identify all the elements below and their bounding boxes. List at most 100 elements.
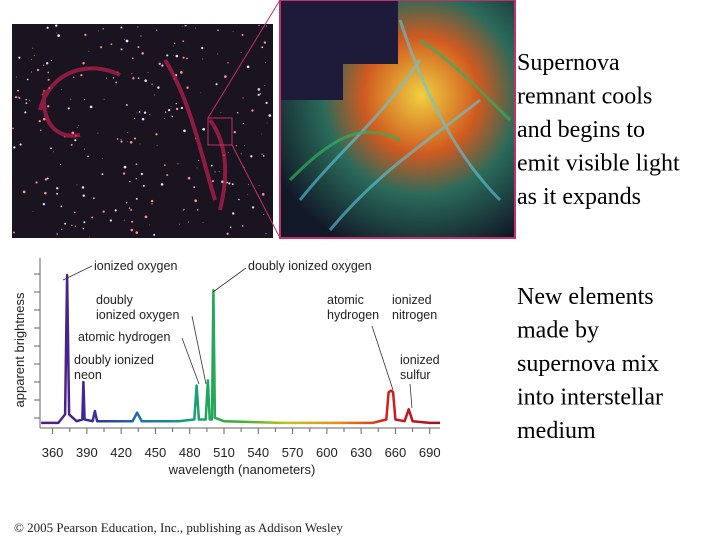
star [266, 122, 268, 124]
text-line: emit visible light [517, 151, 680, 177]
star [149, 113, 151, 115]
star [140, 172, 144, 176]
star [155, 29, 158, 31]
star [173, 54, 174, 56]
star [60, 89, 62, 90]
star [154, 94, 156, 96]
star [227, 152, 229, 153]
annotation: atomic hydrogen [78, 330, 170, 344]
spectrum-line [41, 273, 440, 425]
star [30, 71, 32, 73]
star [47, 78, 50, 81]
star [139, 143, 141, 145]
star [261, 193, 265, 196]
star [80, 74, 83, 77]
star [16, 76, 17, 78]
star [36, 68, 40, 72]
star [226, 232, 229, 235]
star [202, 58, 204, 60]
star [132, 77, 135, 80]
star [38, 119, 41, 123]
star [194, 199, 198, 203]
star [125, 201, 128, 204]
star [224, 75, 227, 78]
star [153, 233, 156, 236]
x-axis-label: wavelength (nanometers) [168, 462, 316, 477]
star [56, 233, 58, 235]
star [140, 35, 142, 37]
text-line: remnant cools [517, 84, 652, 110]
star [183, 129, 186, 133]
star [74, 139, 77, 142]
star [73, 76, 75, 78]
star [236, 112, 239, 114]
text-line: New elements [517, 284, 654, 310]
text-line: and begins to [517, 117, 645, 143]
star [173, 45, 174, 47]
star [198, 159, 200, 162]
star [67, 107, 70, 110]
star [182, 209, 184, 211]
star [46, 26, 49, 29]
star [160, 183, 164, 186]
star [175, 107, 179, 111]
star [261, 46, 264, 49]
star [110, 43, 113, 46]
star [141, 117, 145, 121]
star [138, 111, 141, 113]
star [240, 153, 242, 155]
star [202, 222, 204, 223]
star [115, 84, 117, 86]
star [173, 42, 176, 45]
star [218, 171, 220, 173]
star [202, 127, 206, 131]
star [43, 64, 45, 66]
star [135, 197, 138, 200]
star [258, 184, 260, 186]
copyright: © 2005 Pearson Education, Inc., publishi… [14, 520, 343, 535]
star [18, 56, 21, 59]
star [70, 98, 72, 100]
star [183, 208, 185, 210]
star [248, 184, 249, 186]
x-tick-label: 360 [42, 445, 64, 460]
star [168, 109, 171, 112]
star [17, 96, 19, 98]
annotation: hydrogen [327, 308, 379, 322]
star [60, 205, 63, 208]
annotation: ionized oxygen [96, 308, 179, 322]
annotation-leader [62, 265, 93, 281]
x-tick-label: 540 [247, 445, 269, 460]
star [131, 220, 134, 223]
star [44, 191, 47, 195]
star [242, 122, 245, 125]
star [170, 106, 172, 107]
y-axis-label: apparent brightness [12, 292, 27, 407]
star [157, 86, 160, 89]
star [29, 99, 31, 101]
star [186, 57, 188, 60]
star [259, 93, 262, 95]
star [166, 54, 169, 57]
star [251, 109, 254, 112]
star [179, 70, 183, 74]
star [35, 181, 38, 184]
annotation: nitrogen [392, 308, 437, 322]
star [47, 71, 50, 74]
annotation: doubly ionized oxygen [248, 259, 372, 273]
annotation: doubly [96, 293, 134, 307]
star [135, 163, 138, 165]
star [125, 104, 128, 106]
star [55, 24, 58, 27]
star [161, 64, 164, 67]
star [26, 78, 29, 81]
star [12, 231, 15, 234]
slide-text: Supernova remnant cools and begins to emit … [517, 50, 680, 444]
star [131, 73, 133, 75]
star [182, 40, 185, 43]
text-line: supernova mix [517, 351, 659, 377]
zoom-box [207, 117, 233, 146]
star [102, 210, 105, 213]
star [144, 79, 147, 82]
star [196, 167, 198, 169]
